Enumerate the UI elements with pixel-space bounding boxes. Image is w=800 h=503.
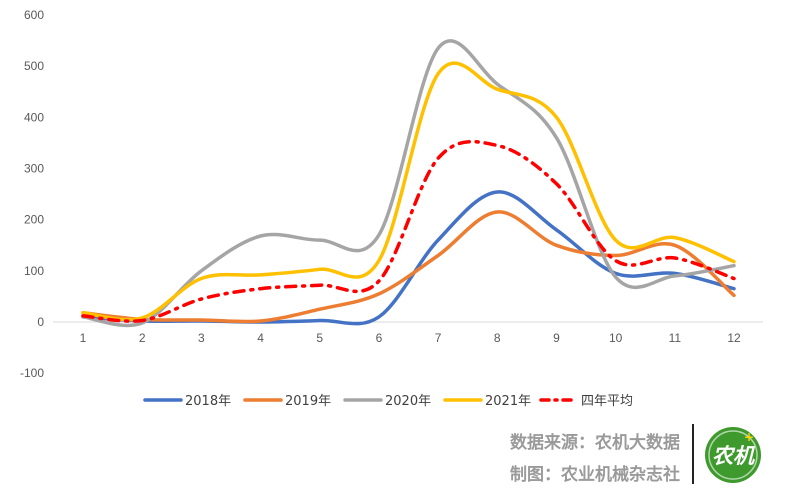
series-line-1	[81, 190, 736, 326]
x-tick-label: 2	[139, 331, 146, 345]
legend-label-2: 2019年	[285, 394, 331, 409]
y-tick-label: 200	[24, 213, 44, 227]
x-tick-label: 9	[553, 331, 560, 345]
series-line-3	[81, 39, 736, 328]
y-tick-label: 100	[24, 264, 44, 278]
series-line-4	[81, 61, 736, 322]
x-tick-label: 5	[316, 331, 323, 345]
legend-label-3: 2020年	[385, 394, 431, 409]
x-axis: 1 2 3 4 5 6 7 8 9 10 11 12	[53, 321, 763, 345]
x-tick-label: 6	[376, 331, 383, 345]
legend-label-1: 2018年	[185, 394, 231, 409]
y-tick-label: 400	[24, 110, 44, 124]
legend-label-4: 2021年	[485, 394, 531, 409]
x-tick-label: 8	[494, 331, 501, 345]
series-layer	[81, 39, 736, 328]
y-tick-label: 500	[24, 59, 44, 73]
legend: 2018年 2019年 2020年 2021年 四年平均	[143, 394, 633, 409]
y-tick-label: 0	[37, 315, 44, 329]
data-source-text: 数据来源：农机大数据	[510, 433, 680, 453]
x-tick-label: 10	[609, 331, 623, 345]
x-tick-label: 11	[669, 331, 682, 345]
y-tick-label: -100	[20, 366, 44, 380]
y-tick-label: 600	[24, 8, 44, 22]
footer-divider	[692, 424, 694, 484]
logo-text: 农机	[712, 444, 756, 468]
y-tick-label: 300	[24, 162, 44, 176]
series-line-5	[81, 139, 736, 323]
x-tick-label: 7	[435, 331, 442, 345]
x-tick-label: 12	[727, 331, 741, 345]
series-line-2	[81, 210, 736, 324]
nongji-logo: 农机 +	[705, 427, 761, 483]
svg-text:+: +	[744, 430, 754, 444]
x-tick-label: 1	[80, 331, 87, 345]
legend-label-5: 四年平均	[581, 394, 633, 409]
x-tick-label: 3	[198, 331, 205, 345]
y-axis: 600 500 400 300 200 100 0 -100	[20, 8, 44, 380]
x-tick-label: 4	[257, 331, 264, 345]
chart-maker-text: 制图：农业机械杂志社	[510, 465, 680, 485]
